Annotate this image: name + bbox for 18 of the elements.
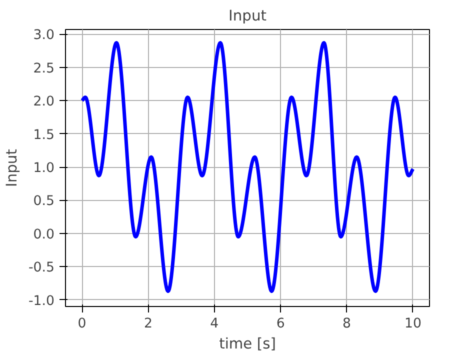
x-tick-label: 8 — [342, 316, 352, 332]
y-tick-label: 2.0 — [33, 94, 55, 110]
x-tick-label: 2 — [144, 316, 152, 332]
y-tick-label: -0.5 — [28, 260, 55, 276]
y-tick-label: 3.0 — [33, 28, 55, 44]
x-tick-label: 10 — [404, 316, 422, 332]
x-tick-label: 4 — [210, 316, 219, 332]
chart-title: Input — [228, 8, 267, 24]
y-tick-label: 2.5 — [33, 61, 55, 76]
x-tick-label: 6 — [276, 316, 285, 332]
y-axis-title: Input — [3, 148, 20, 187]
y-tick-label: 0.0 — [33, 227, 55, 242]
x-tick-label: 0 — [78, 316, 86, 332]
y-tick-label: 1.5 — [33, 128, 55, 143]
x-axis-title: time [s] — [219, 336, 276, 352]
y-tick-label: 0.5 — [33, 194, 55, 210]
y-tick-label: -1.0 — [28, 294, 55, 309]
y-tick-label: 1.0 — [33, 161, 55, 176]
